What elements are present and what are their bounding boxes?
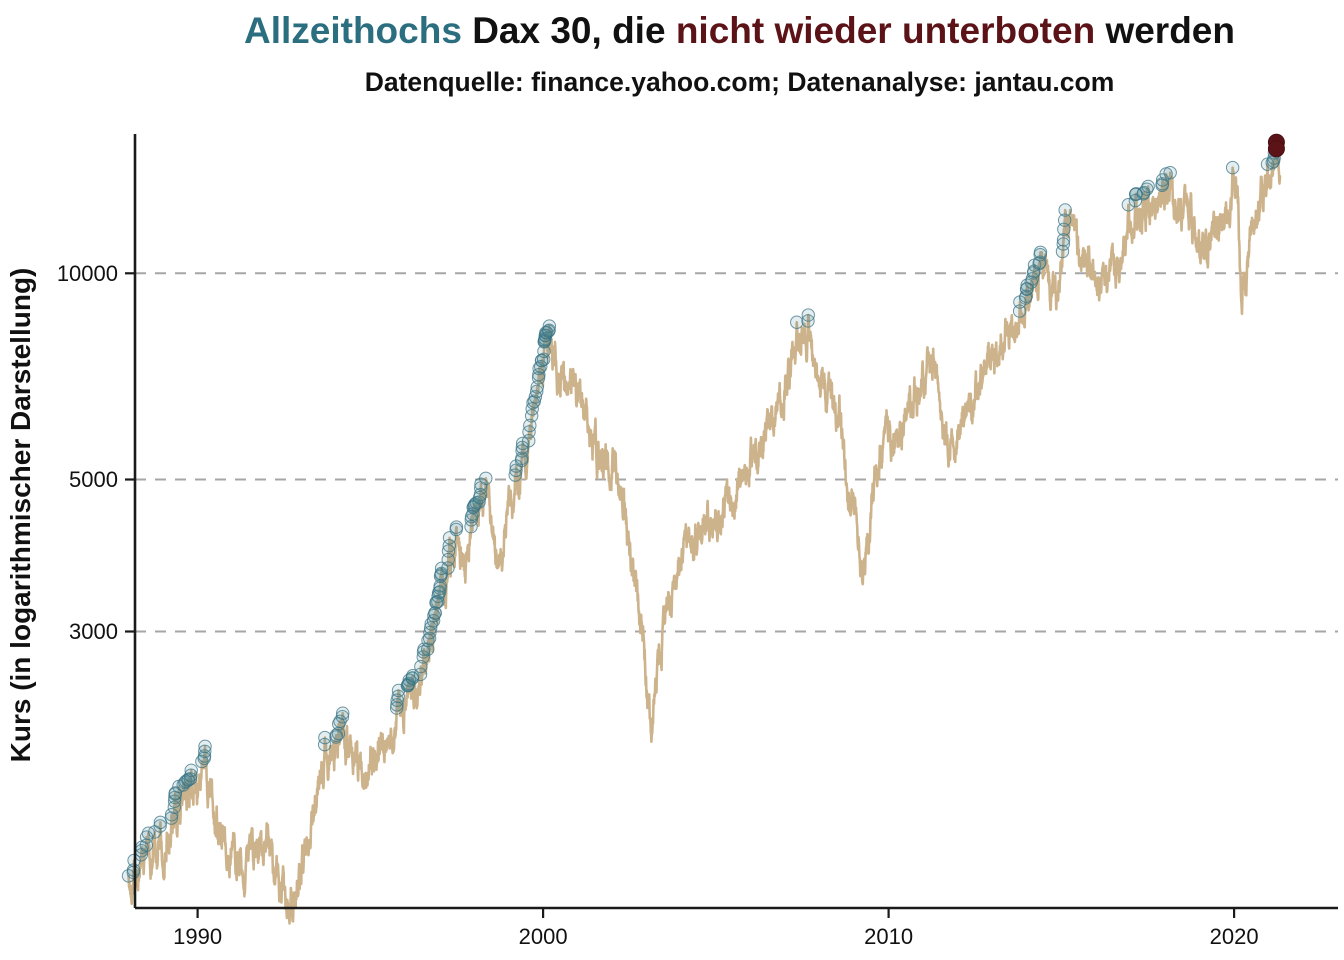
svg-text:3000: 3000 bbox=[69, 619, 118, 644]
svg-text:5000: 5000 bbox=[69, 467, 118, 492]
svg-text:2000: 2000 bbox=[519, 924, 568, 949]
svg-text:Kurs (in logarithmischer Darst: Kurs (in logarithmischer Darstellung) bbox=[5, 268, 36, 763]
svg-text:1990: 1990 bbox=[173, 924, 222, 949]
svg-text:10000: 10000 bbox=[57, 261, 118, 286]
svg-text:2010: 2010 bbox=[864, 924, 913, 949]
svg-text:2020: 2020 bbox=[1210, 924, 1259, 949]
